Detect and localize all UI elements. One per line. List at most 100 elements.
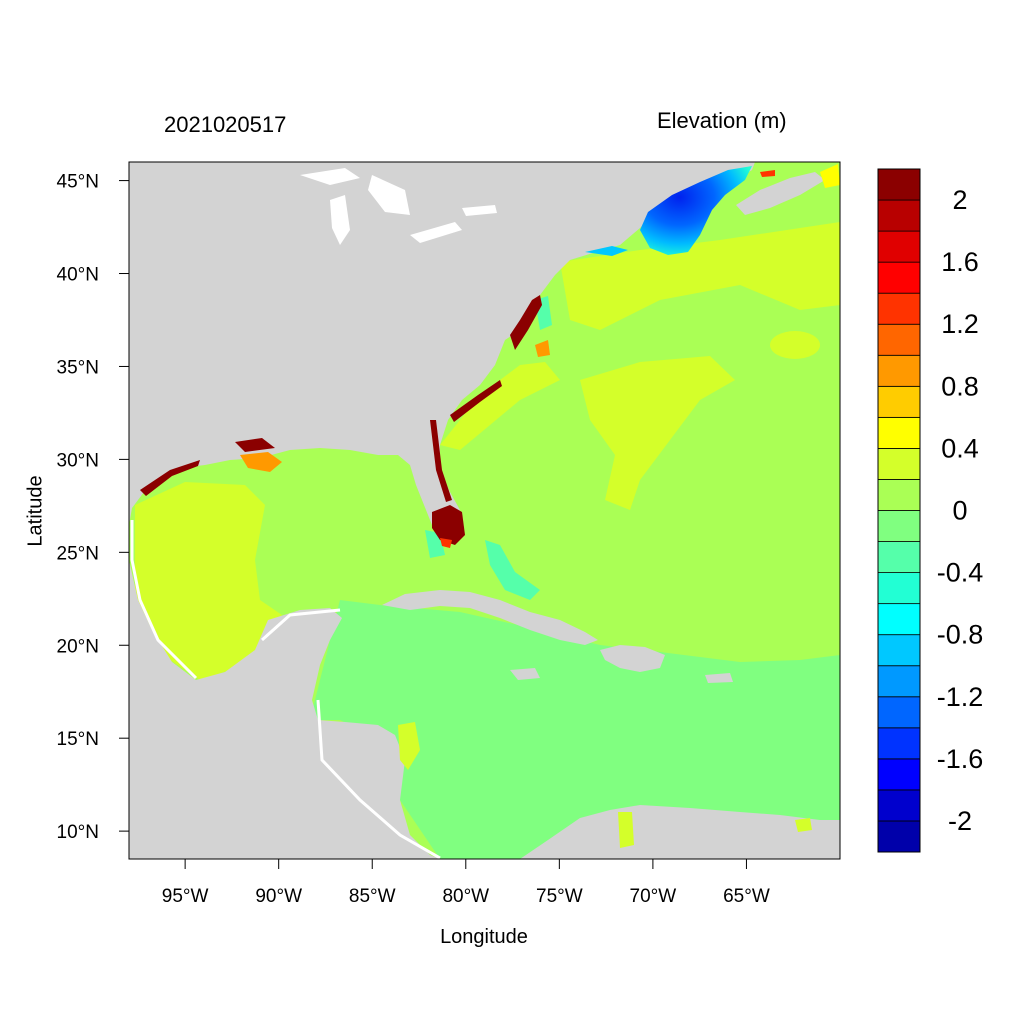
south-america-land [520,805,840,859]
colorbar-label-6: -0.4 [937,558,984,588]
lon-tick-label-3: 80°W [442,886,489,907]
georgia-coast-surge [450,380,502,422]
gulf-of-maine-anomaly [640,166,752,255]
louisiana-surge [240,452,282,472]
lon-tick-label-6: 65°W [723,886,770,907]
colorbar-label-7: -0.8 [937,620,984,650]
colorbar-label-0: 2 [952,185,967,215]
colorbar-label-10: -2 [948,806,972,836]
colorbar-swatch-2 [877,758,921,791]
x-axis-label: Longitude [440,926,528,948]
colorbar-swatch-0 [877,820,921,853]
jamaica-land [510,668,540,680]
lake-erie [410,222,462,243]
colorbar-swatch-14 [877,385,921,418]
lat-tick-label-3: 30°N [57,450,99,471]
lat-tick-label-1: 40°N [57,265,99,286]
colorbar-swatch-19 [877,230,921,263]
colorbar-swatch-12 [877,448,921,480]
atlantic-small-blob [770,331,820,359]
nova-scotia-land [736,172,825,215]
colorbar-label-5: 0 [952,496,967,526]
lake-superior [300,168,360,185]
colorbar-label-1: 1.6 [941,247,979,277]
venezuela-coast-anomaly [795,818,812,832]
colorbar-swatch-15 [877,354,921,387]
lon-tick-label-4: 75°W [536,886,583,907]
nova-scotia-surge [760,170,775,177]
louisiana-coast-surge [235,438,275,452]
colorbar-label-4: 0.4 [941,433,979,463]
colorbar-swatch-18 [877,261,921,294]
colorbar-swatch-5 [877,665,921,698]
coastal-margins [130,520,441,859]
lon-tick-label-1: 90°W [255,886,302,907]
colorbar-swatch-4 [877,696,921,729]
lat-tick-label-7: 10°N [57,822,99,843]
colorbar-labels: 2 1.6 1.2 0.8 0.4 0 -0.4 -0.8 -1.2 -1.6 -2 [937,185,984,836]
western-gulf-region [135,482,282,680]
lat-tick-label-2: 35°N [57,357,99,378]
colorbar-swatch-11 [877,479,921,511]
latitude-axis: 45°N 40°N 35°N 30°N 25°N 20°N 15°N 10°N [57,172,129,843]
central-america-coast [316,699,441,859]
florida-east-coast-surge [430,420,452,502]
colorbar-frame [877,168,921,853]
caribbean-sea-region [310,600,840,859]
carolina-coast-surge [510,295,542,350]
texas-coast-surge [140,460,200,496]
colorbar-swatch-1 [877,789,921,822]
variable-title: Elevation (m) [657,108,787,133]
lake-huron [368,175,410,215]
date-title: 2021020517 [164,112,287,137]
map-plot-area [129,162,840,859]
lat-tick-label-0: 45°N [57,172,99,193]
colorbar-swatch-10 [877,510,921,542]
long-island-sound-anomaly [585,246,628,256]
colorbar-label-3: 0.8 [941,371,979,401]
colorbar-swatch-20 [877,199,921,232]
colorbar-swatch-16 [877,323,921,356]
colorbar-swatch-7 [877,603,921,636]
nova-scotia-coast-anomaly [820,164,840,188]
north-america-land [129,162,755,525]
maracaibo-anomaly [618,812,634,848]
colorbar-label-8: -1.2 [937,682,984,712]
atlantic-coastal-band [440,362,560,450]
colorbar-label-9: -1.6 [937,744,984,774]
colorbar-swatch-9 [877,541,921,573]
lon-tick-label-2: 85°W [349,886,396,907]
cuba-land [382,590,598,645]
hispaniola-land [600,645,665,672]
south-florida-surge [432,505,465,545]
nicaragua-coast-anomaly [398,722,420,770]
colorbar-swatch-17 [877,292,921,325]
bahamas-anomaly [485,540,540,600]
land [129,162,840,859]
lake-michigan [330,195,350,245]
colorbar [877,168,921,853]
atlantic-central-region [580,356,735,510]
mexico-gulf-coast [130,520,198,680]
coastal-anomalies [140,164,840,848]
colorbar-swatch-3 [877,727,921,760]
lake-ontario [462,205,497,216]
longitude-axis: 95°W 90°W 85°W 80°W 75°W 70°W 65°W [162,859,770,907]
colorbar-swatch-13 [877,416,921,449]
lon-tick-label-5: 70°W [630,886,677,907]
colorbar-swatch-8 [877,572,921,605]
atlantic-east-region [560,222,840,330]
lon-tick-label-0: 95°W [162,886,209,907]
mexico-central-america-land [129,560,440,859]
lat-tick-label-5: 20°N [57,636,99,657]
plot-frame [128,161,841,860]
colorbar-swatch-21 [877,168,921,201]
puerto-rico-land [705,673,733,683]
pamlico-surge [535,340,550,357]
lat-tick-label-4: 25°N [57,543,99,564]
colorbar-swatch-6 [877,634,921,667]
great-lakes [300,168,497,245]
colorbar-label-2: 1.2 [941,309,979,339]
florida-keys-surge [440,538,452,548]
